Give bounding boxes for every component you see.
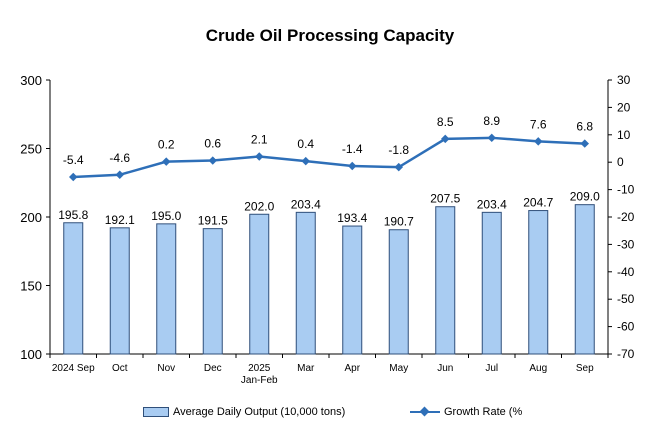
growth-rate-point-9 bbox=[487, 133, 496, 143]
bar-value-label: 204.7 bbox=[523, 196, 553, 210]
y-left-tick-label: 300 bbox=[20, 73, 42, 88]
bar-5 bbox=[295, 211, 316, 355]
bar-value-label: 203.4 bbox=[477, 197, 507, 211]
bar-4 bbox=[249, 213, 270, 355]
y-right-tick-label: -40 bbox=[617, 265, 635, 279]
y-right-tick-label: -50 bbox=[617, 292, 635, 306]
bar-0 bbox=[63, 222, 84, 355]
growth-rate-label: -1.8 bbox=[388, 143, 409, 157]
x-tick-label: 2025 bbox=[248, 363, 271, 374]
growth-rate-label: 2.1 bbox=[251, 132, 268, 146]
bar-value-label: 192.1 bbox=[105, 213, 135, 227]
bar-2 bbox=[156, 223, 177, 355]
legend-bar-swatch bbox=[143, 407, 169, 417]
bar-8 bbox=[435, 206, 456, 355]
y-right-tick-label: 30 bbox=[617, 73, 631, 87]
growth-rate-label: 0.6 bbox=[204, 137, 221, 151]
growth-rate-point-6 bbox=[348, 161, 357, 171]
y-left-tick-label: 150 bbox=[20, 279, 42, 294]
growth-rate-point-5 bbox=[301, 156, 310, 166]
x-tick-label: 2024 Sep bbox=[52, 363, 95, 374]
growth-rate-point-11 bbox=[580, 139, 589, 148]
growth-rate-label: 0.2 bbox=[158, 138, 175, 152]
growth-rate-point-1 bbox=[115, 170, 124, 180]
growth-rate-label: -1.4 bbox=[342, 142, 363, 156]
x-tick-label: Dec bbox=[204, 363, 222, 374]
x-tick-label: Apr bbox=[344, 363, 360, 374]
bar-value-label: 190.7 bbox=[384, 215, 414, 229]
y-left-tick-label: 250 bbox=[20, 142, 42, 157]
growth-rate-line bbox=[73, 136, 585, 179]
growth-rate-label: 7.6 bbox=[530, 117, 547, 131]
legend-line-swatch bbox=[410, 407, 440, 417]
x-tick-label: Mar bbox=[297, 363, 315, 374]
x-tick-label: Sep bbox=[576, 363, 594, 374]
bar-1 bbox=[109, 227, 130, 355]
y-left-tick-label: 100 bbox=[20, 347, 42, 362]
legend-bar-entry: Average Daily Output (10,000 tons) bbox=[143, 406, 345, 418]
growth-rate-point-2 bbox=[162, 157, 171, 166]
x-tick-label: Nov bbox=[157, 363, 175, 374]
bar-value-label: 191.5 bbox=[198, 214, 228, 228]
y-right-tick-label: -70 bbox=[617, 347, 635, 361]
bar-value-label: 195.8 bbox=[58, 208, 88, 222]
bar-10 bbox=[528, 210, 549, 355]
chart-title: Crude Oil Processing Capacity bbox=[205, 26, 455, 45]
growth-rate-label: 0.4 bbox=[297, 137, 314, 151]
bar-9 bbox=[481, 211, 502, 355]
y-right-tick-label: 0 bbox=[617, 155, 624, 169]
y-right-tick-label: -30 bbox=[617, 237, 635, 251]
growth-rate-label: 8.9 bbox=[483, 114, 500, 128]
legend-line-label: Growth Rate (% bbox=[444, 406, 523, 418]
bar-value-label: 202.0 bbox=[244, 199, 274, 213]
growth-rate-point-7 bbox=[394, 162, 403, 172]
y-right-tick-label: 20 bbox=[617, 100, 631, 114]
bar-6 bbox=[342, 225, 363, 355]
x-tick-label: Jan-Feb bbox=[241, 375, 278, 386]
bar-value-label: 207.5 bbox=[430, 192, 460, 206]
growth-rate-point-10 bbox=[534, 137, 543, 146]
growth-rate-point-4 bbox=[255, 152, 264, 161]
y-right-tick-label: 10 bbox=[617, 128, 631, 142]
x-tick-label: May bbox=[389, 363, 408, 374]
bar-11 bbox=[574, 204, 595, 355]
y-right-tick-label: -60 bbox=[617, 320, 635, 334]
y-right-tick-label: -10 bbox=[617, 183, 635, 197]
x-tick-label: Oct bbox=[112, 363, 128, 374]
bar-value-label: 203.4 bbox=[291, 197, 321, 211]
legend-bar-label: Average Daily Output (10,000 tons) bbox=[173, 406, 346, 418]
y-right-tick-label: -20 bbox=[617, 210, 635, 224]
y-left-tick-label: 200 bbox=[20, 210, 42, 225]
legend-line-entry: Growth Rate (% bbox=[410, 406, 522, 418]
growth-rate-label: -4.6 bbox=[109, 151, 130, 165]
growth-rate-point-0 bbox=[69, 172, 78, 182]
growth-rate-label: 8.5 bbox=[437, 115, 454, 129]
bar-value-label: 209.0 bbox=[570, 190, 600, 204]
bar-value-label: 193.4 bbox=[337, 211, 367, 225]
x-tick-label: Aug bbox=[529, 363, 547, 374]
growth-rate-label: 6.8 bbox=[576, 120, 593, 134]
x-tick-label: Jul bbox=[485, 363, 498, 374]
growth-rate-point-3 bbox=[208, 156, 217, 165]
bar-3 bbox=[202, 228, 223, 355]
x-tick-label: Jun bbox=[437, 363, 453, 374]
bar-value-label: 195.0 bbox=[151, 209, 181, 223]
growth-rate-point-8 bbox=[441, 134, 450, 144]
growth-rate-label: -5.4 bbox=[63, 153, 84, 167]
bar-7 bbox=[388, 229, 409, 355]
